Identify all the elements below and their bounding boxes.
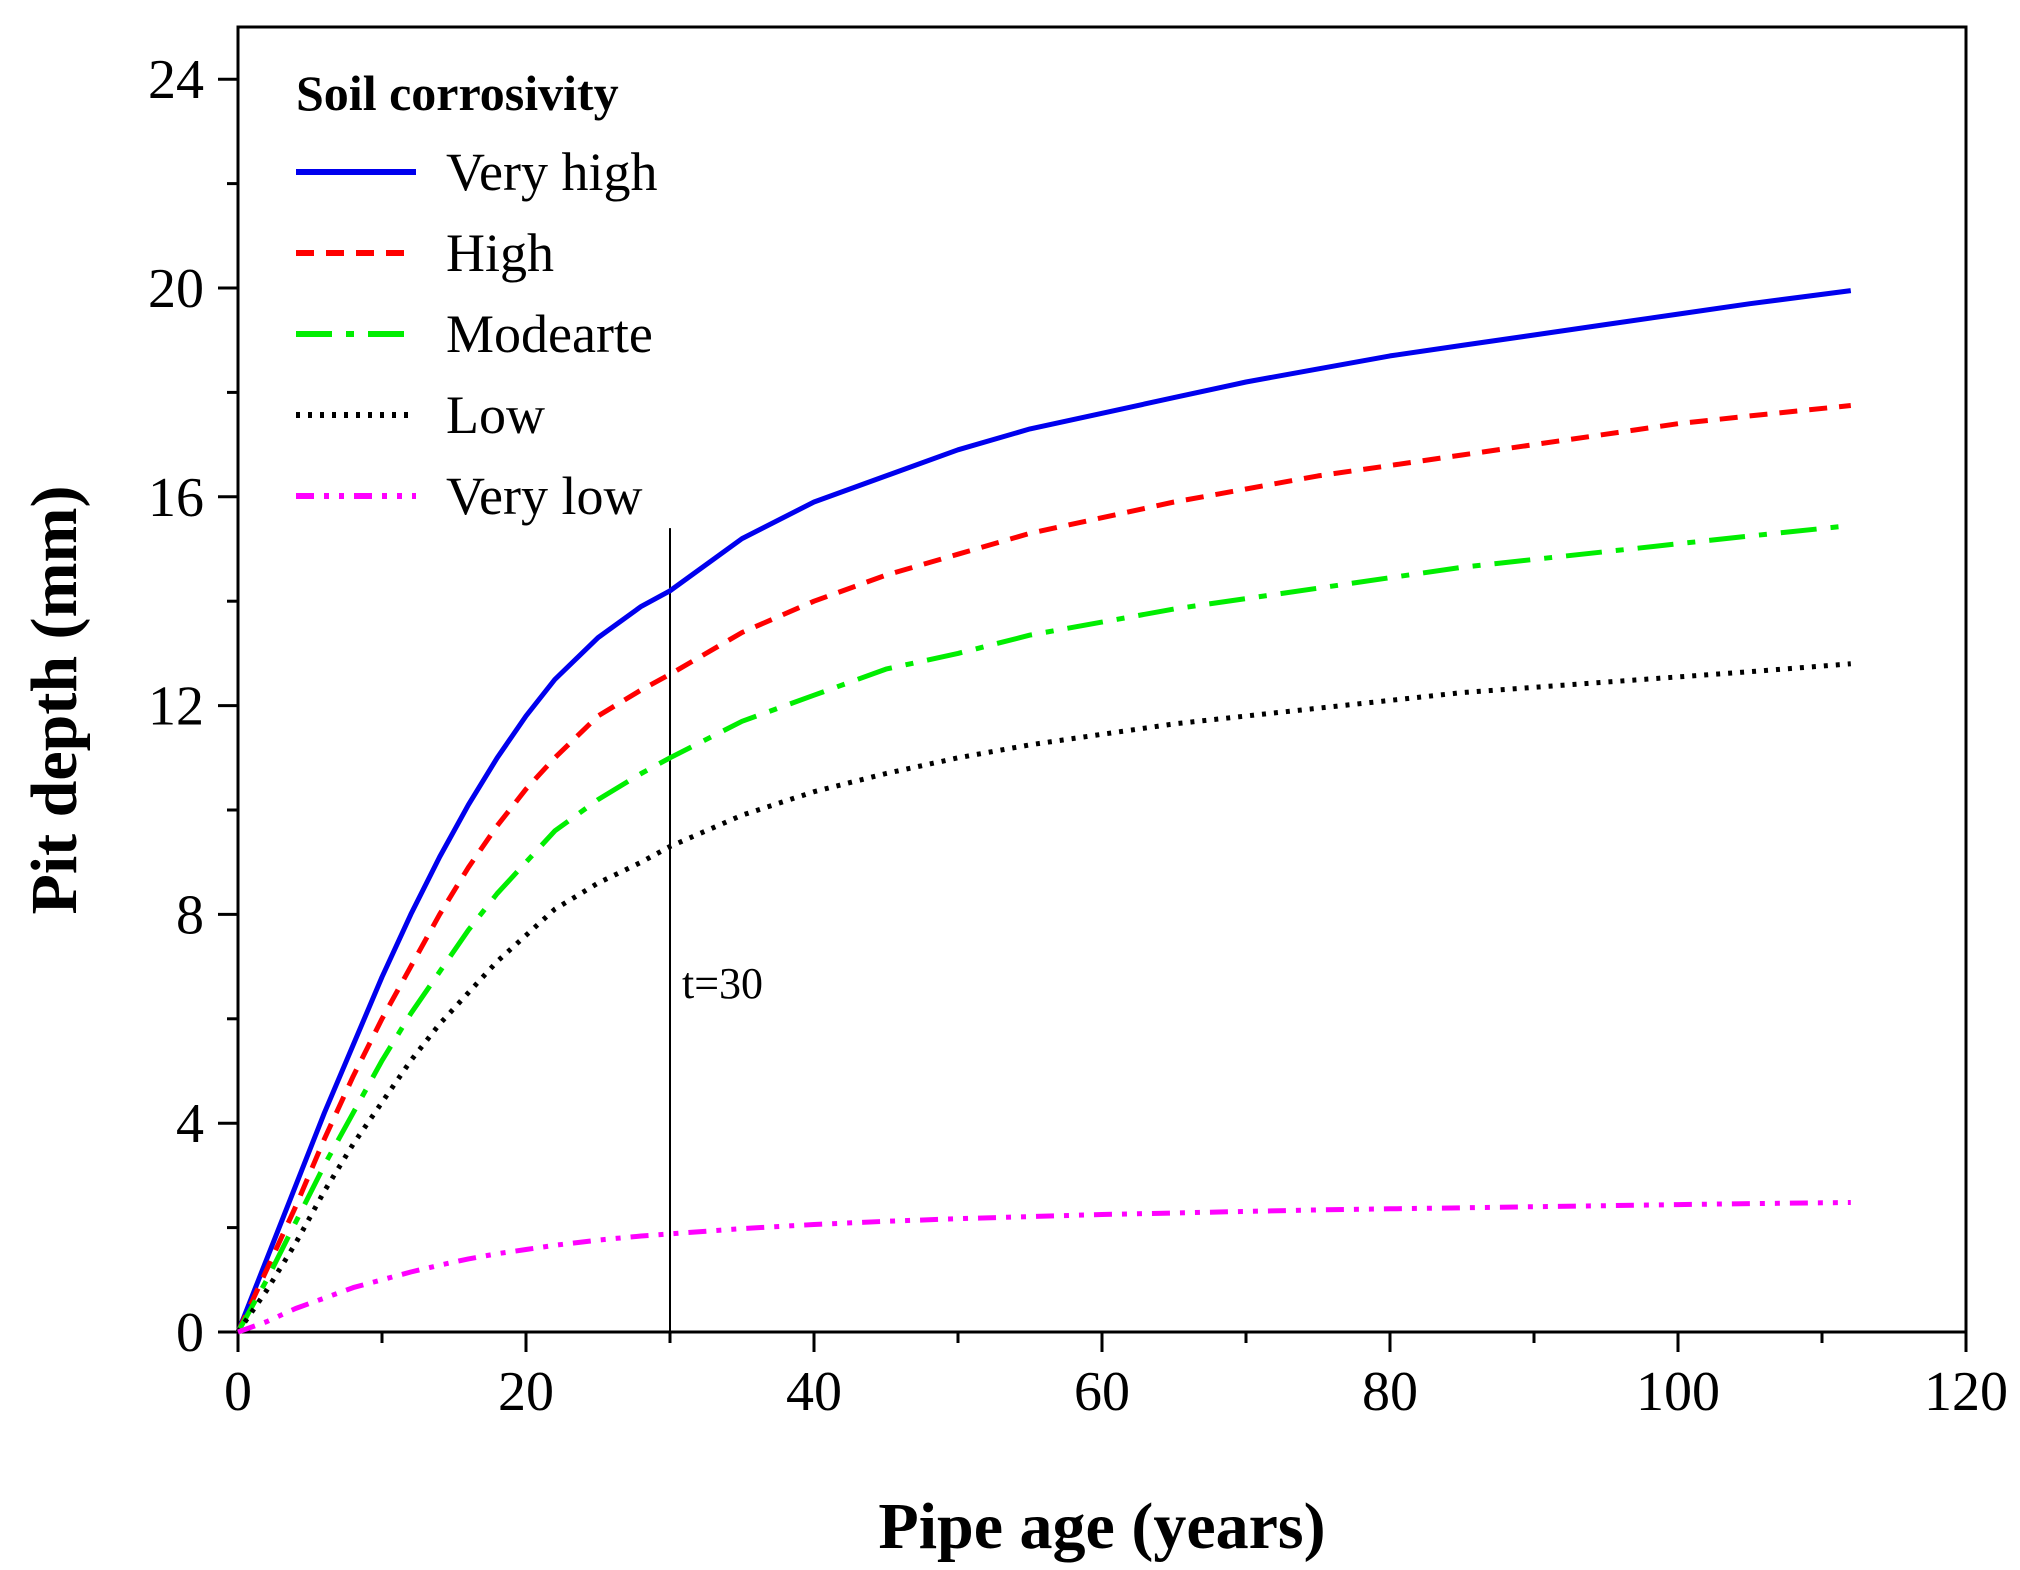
- legend-label: Very high: [446, 142, 657, 202]
- x-tick-label: 40: [786, 1361, 842, 1423]
- y-tick-label: 4: [176, 1093, 204, 1155]
- series-line-very-high: [235, 288, 1852, 1333]
- x-tick-label: 0: [224, 1361, 252, 1423]
- x-axis-title: Pipe age (years): [878, 1490, 1325, 1563]
- legend-label: Very low: [446, 466, 642, 526]
- x-tick-label: 80: [1362, 1361, 1418, 1423]
- y-tick-label: 20: [148, 258, 204, 320]
- y-tick-label: 24: [148, 49, 204, 111]
- y-axis-title: Pit depth (mm): [18, 486, 91, 915]
- y-tick-label: 16: [148, 467, 204, 529]
- data-series: [235, 288, 1852, 1335]
- reference-vline-label: t=30: [682, 959, 763, 1008]
- x-tick-label: 60: [1074, 1361, 1130, 1423]
- series-line-modearte: [235, 523, 1852, 1334]
- annotations: t=30: [669, 528, 763, 1332]
- legend-label: Low: [446, 385, 545, 445]
- legend-label: Modearte: [446, 304, 653, 364]
- legend: Soil corrosivity Very high High Modearte Low…: [296, 65, 657, 526]
- series-line-very-low: [237, 1200, 1851, 1335]
- axis-ticks: 0 20 40 60 80 100 120 0 4 8 12 16 20 24: [148, 49, 2008, 1423]
- series-line-high: [235, 403, 1852, 1334]
- y-tick-label: 8: [176, 884, 204, 946]
- series-line-low: [235, 661, 1851, 1334]
- x-tick-label: 20: [498, 1361, 554, 1423]
- x-tick-label: 100: [1636, 1361, 1720, 1423]
- y-tick-label: 0: [176, 1302, 204, 1364]
- x-tick-label: 120: [1924, 1361, 2008, 1423]
- y-tick-label: 12: [148, 676, 204, 738]
- legend-title: Soil corrosivity: [296, 65, 619, 121]
- legend-label: High: [446, 223, 554, 283]
